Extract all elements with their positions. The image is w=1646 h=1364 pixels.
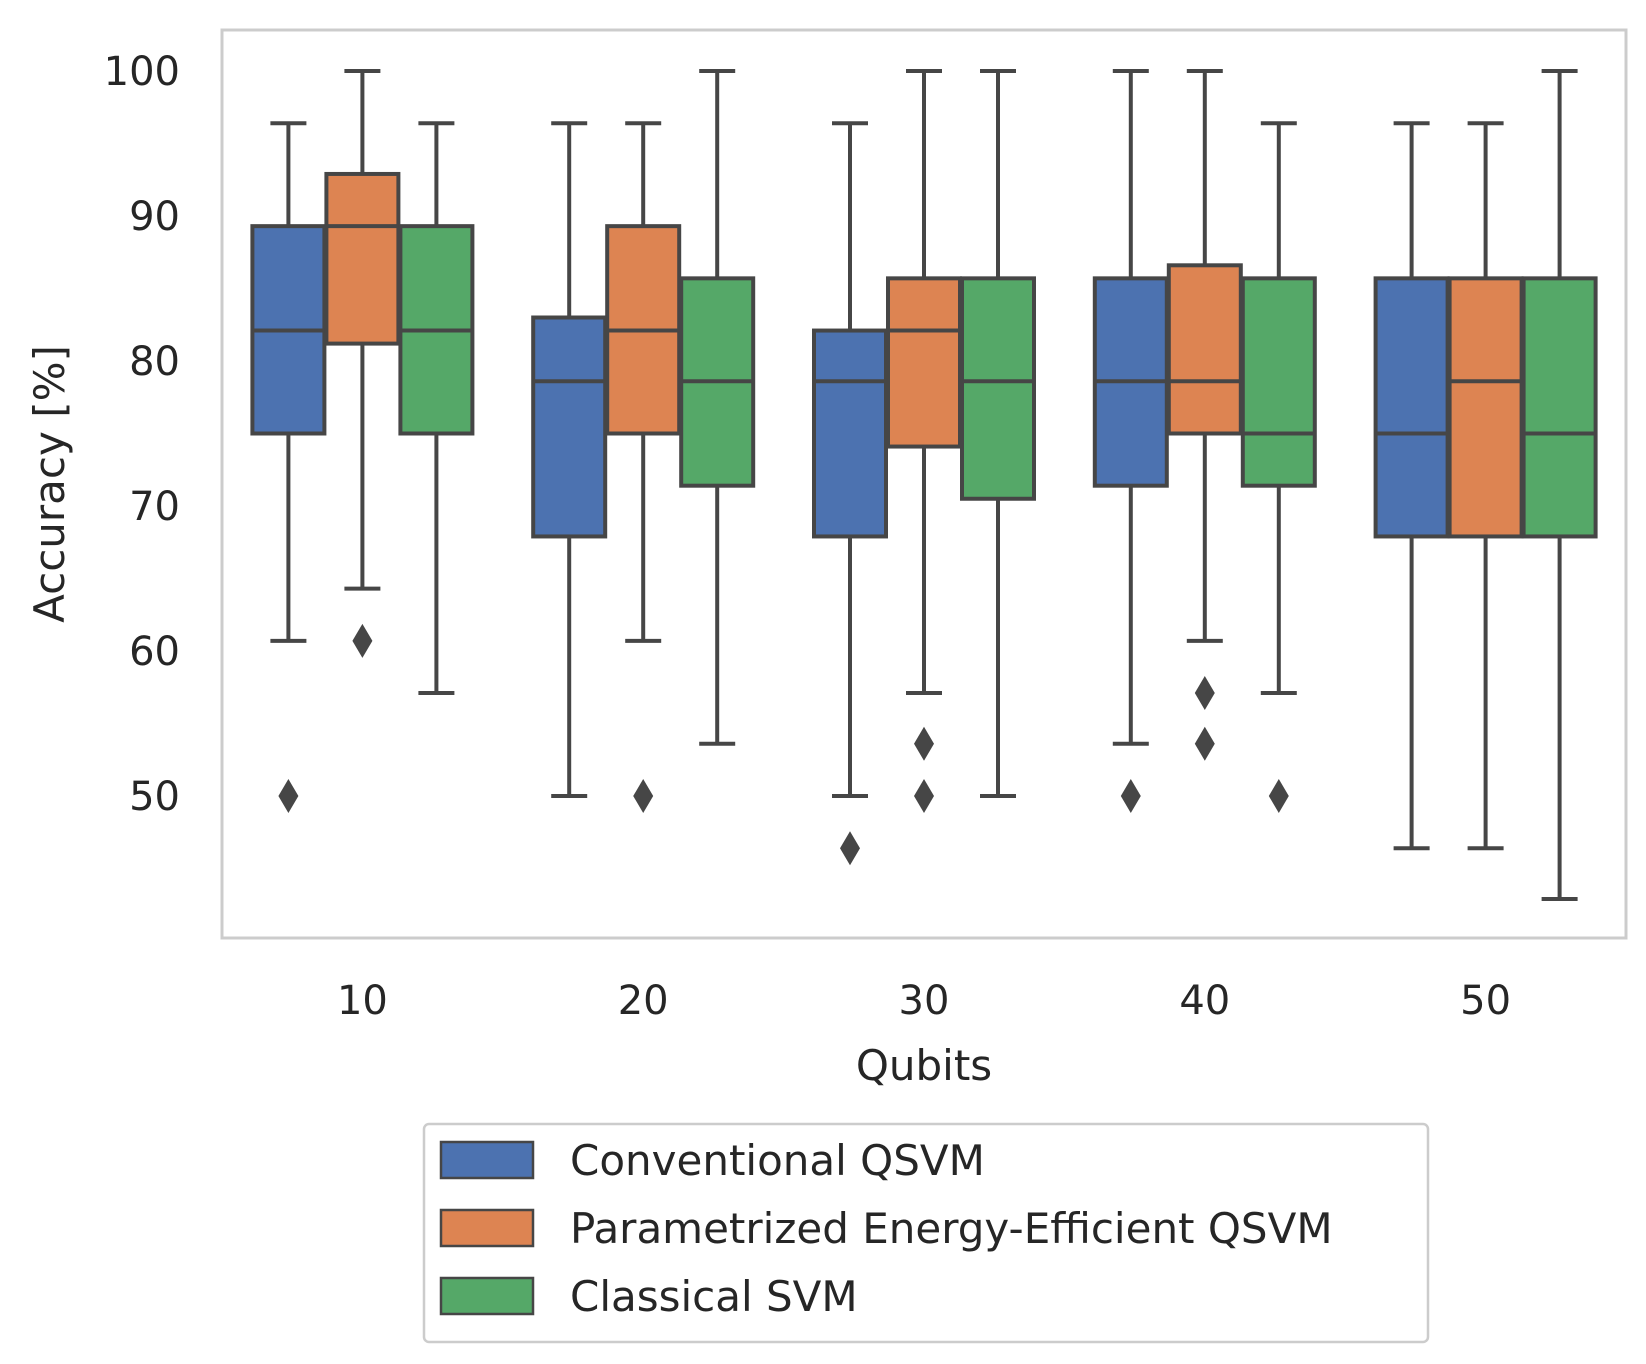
legend-swatch [439, 1140, 535, 1180]
box-40-1 [1092, 69, 1169, 813]
outlier-point [1268, 779, 1289, 813]
plot-frame [220, 28, 1628, 940]
boxes-layer [250, 69, 1598, 901]
y-axis-title: Accuracy [%] [25, 345, 74, 623]
legend-label: Conventional QSVM [570, 1136, 985, 1185]
legend-swatch [439, 1276, 535, 1316]
y-tick-label: 90 [129, 194, 180, 240]
box-50-3 [1521, 69, 1598, 901]
legend-frame [422, 1122, 1430, 1344]
outlier-point [352, 623, 373, 658]
outlier-point [914, 779, 934, 813]
box-20-3 [679, 69, 756, 746]
outlier-point [840, 831, 860, 866]
box-body [1447, 276, 1524, 539]
x-tick-label: 50 [1460, 978, 1511, 1024]
legend-swatch [439, 1208, 535, 1248]
box-body [1240, 276, 1317, 488]
box-50-1 [1373, 121, 1450, 851]
legend-label: Classical SVM [570, 1272, 858, 1321]
legend: Conventional QSVM Parametrized Energy-Eff… [422, 1122, 1430, 1344]
box-body [324, 171, 401, 346]
y-tick-label: 100 [104, 49, 180, 95]
outlier-point [633, 779, 654, 813]
x-tick-label: 30 [899, 978, 950, 1024]
outlier-point [1194, 676, 1215, 711]
box-10-1 [250, 121, 327, 813]
box-20-2 [605, 121, 682, 813]
box-30-3 [960, 69, 1036, 798]
box-body [531, 315, 608, 539]
legend-items: Conventional QSVM Parametrized Energy-Eff… [439, 1136, 1333, 1321]
box-40-2 [1166, 69, 1243, 761]
box-body [812, 328, 888, 539]
outlier-point [1194, 726, 1215, 761]
box-30-1 [812, 121, 888, 866]
outlier-point [914, 726, 934, 761]
x-tick-labels: 10 20 30 40 50 [337, 978, 1511, 1024]
y-tick-label: 50 [129, 774, 180, 820]
box-body [1373, 276, 1450, 539]
outlier-point [278, 779, 299, 813]
x-axis-title: Qubits [856, 1041, 992, 1090]
y-tick-labels: 50 60 70 80 90 100 [104, 49, 180, 820]
y-tick-label: 60 [129, 629, 180, 675]
box-body [1166, 263, 1243, 436]
x-tick-label: 20 [618, 978, 669, 1024]
x-tick-label: 40 [1179, 978, 1230, 1024]
y-tick-label: 80 [129, 339, 180, 385]
y-tick-label: 70 [129, 484, 180, 530]
outlier-point [1120, 779, 1141, 813]
x-tick-label: 10 [337, 978, 388, 1024]
box-10-2 [324, 69, 401, 658]
box-body [886, 276, 962, 449]
box-body [960, 276, 1036, 501]
box-40-3 [1240, 121, 1317, 813]
box-10-3 [398, 121, 475, 696]
legend-label: Parametrized Energy-Efficient QSVM [570, 1204, 1333, 1253]
box-body [1521, 276, 1598, 539]
